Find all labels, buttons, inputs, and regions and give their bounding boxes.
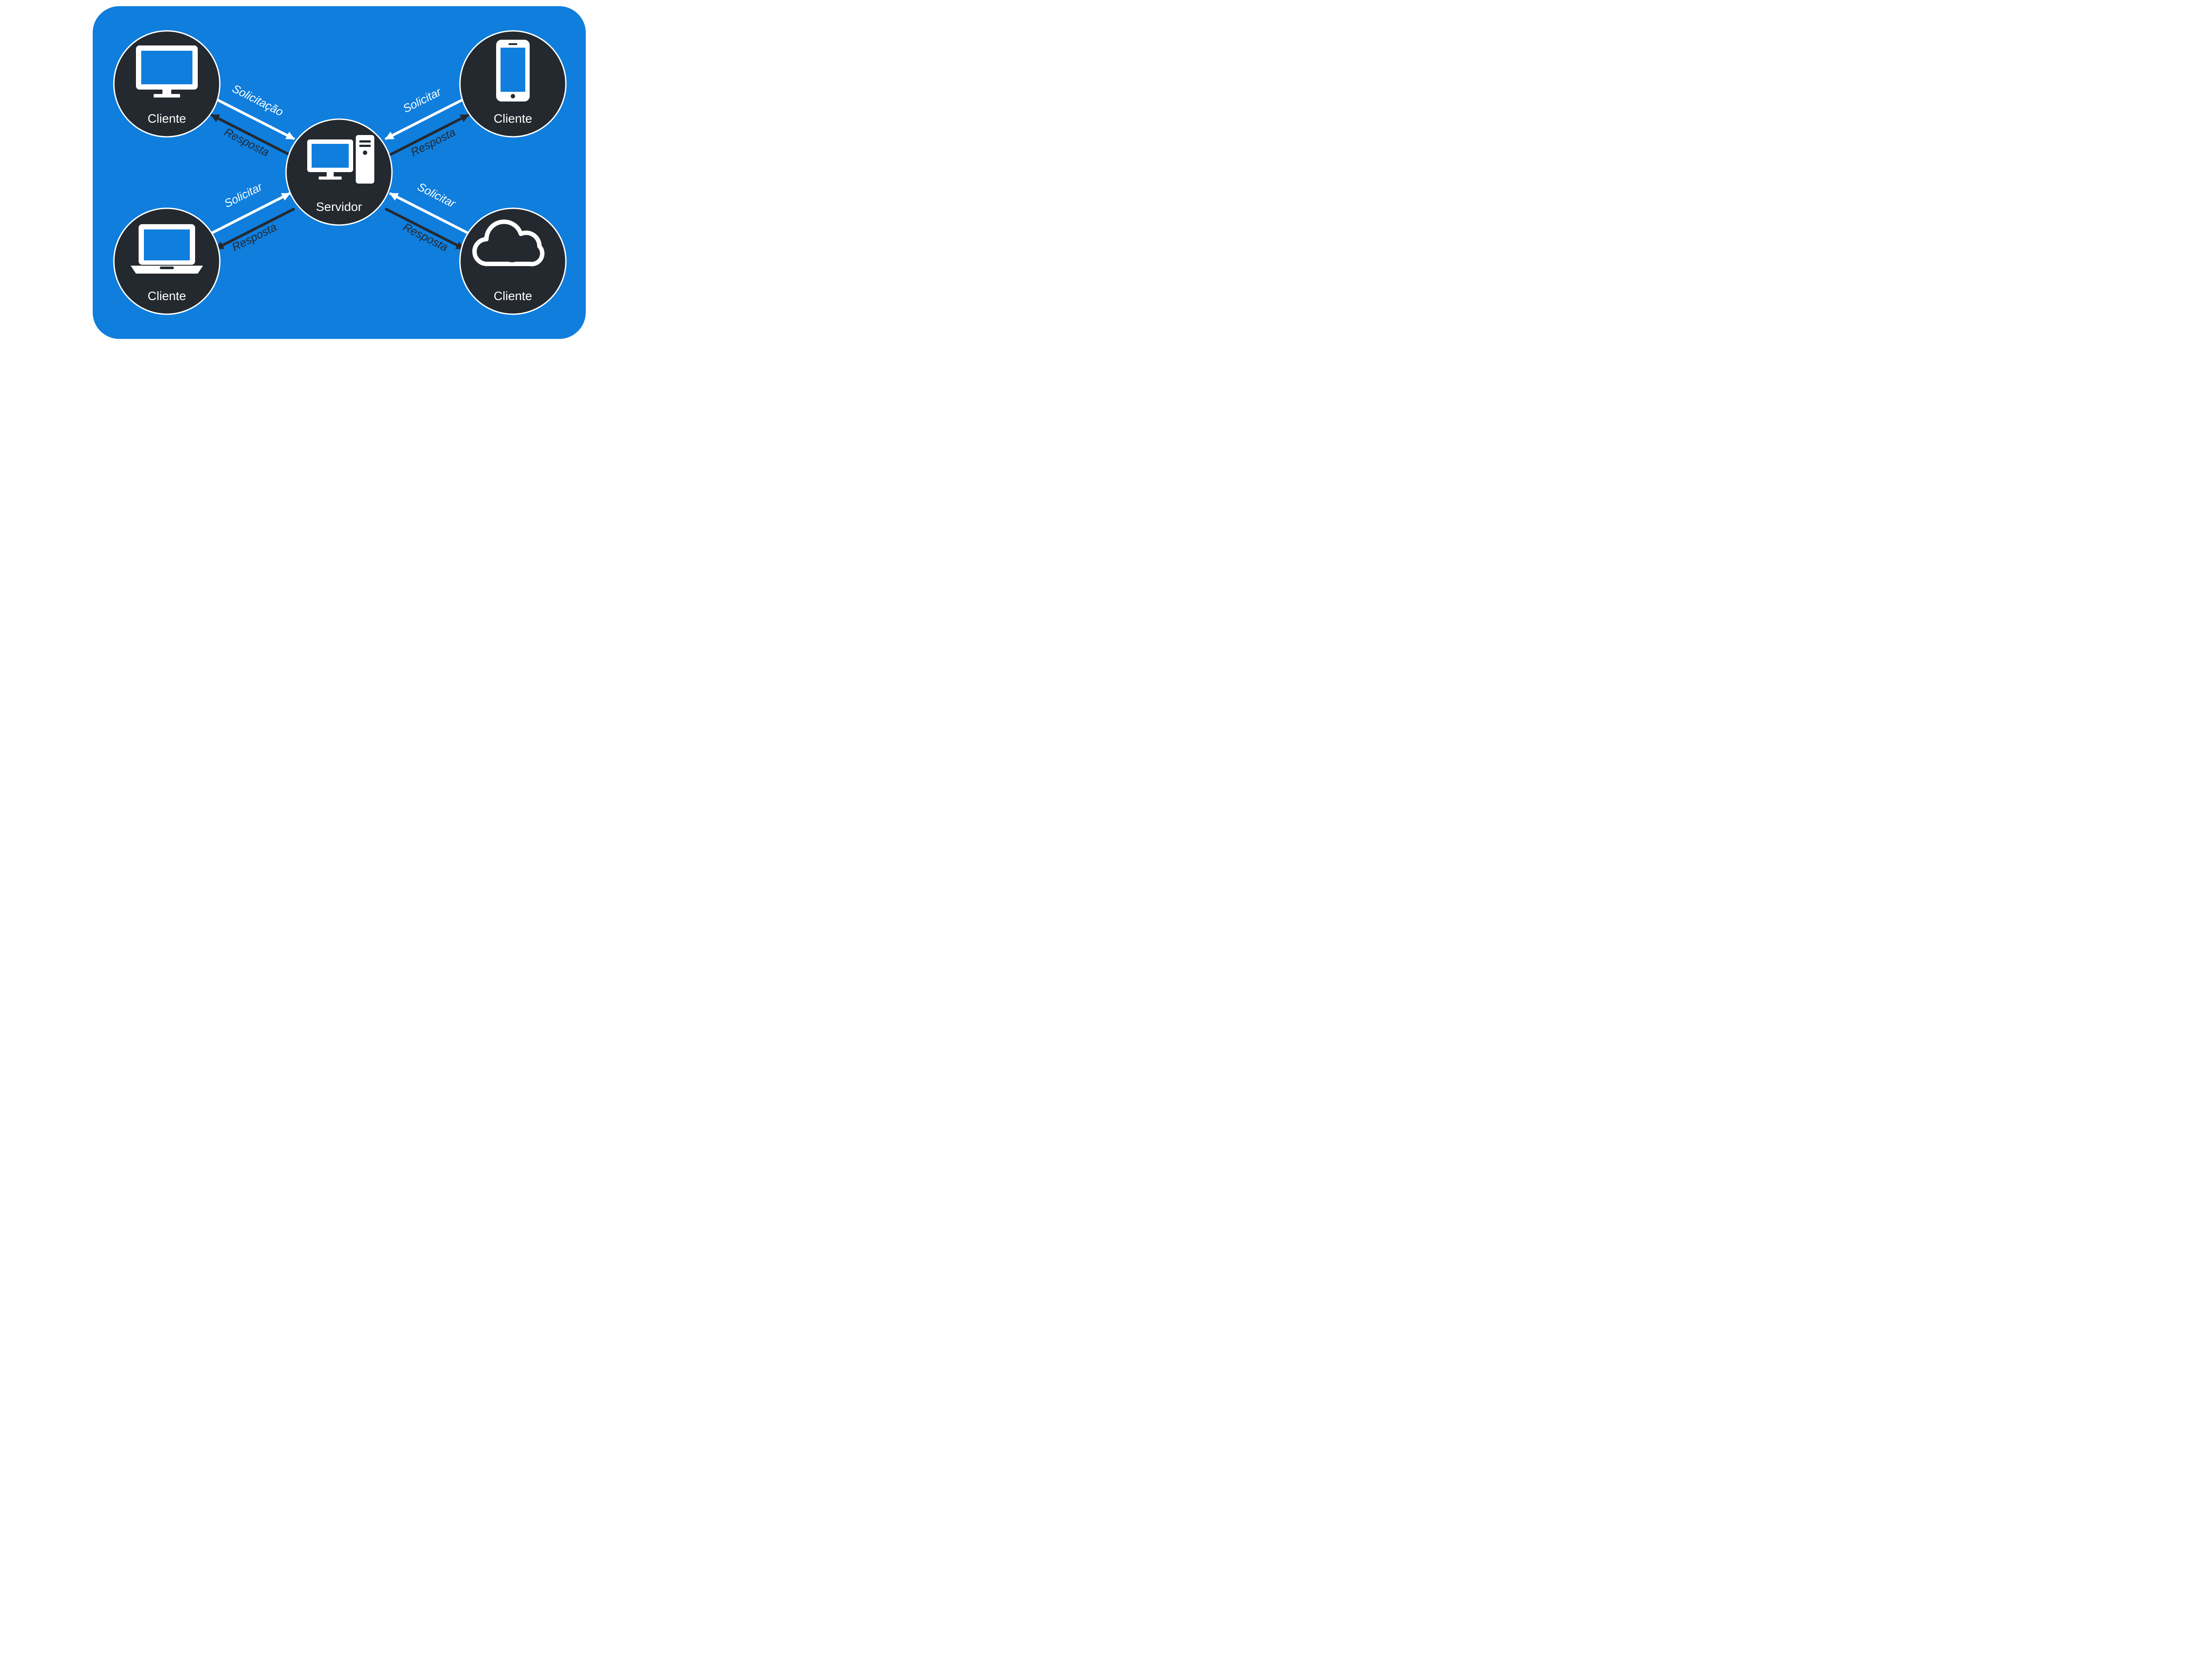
client3-node: Cliente xyxy=(114,208,220,314)
diagram-stage: SolicitaçãoRespostaSolicitarRespostaSoli… xyxy=(0,0,678,350)
client2-node: Cliente xyxy=(460,31,566,137)
client1-node: Cliente xyxy=(114,31,220,137)
client4-node: Cliente xyxy=(460,208,566,314)
server-label: Servidor xyxy=(316,200,362,214)
client1-label: Cliente xyxy=(147,112,186,125)
diagram-svg: SolicitaçãoRespostaSolicitarRespostaSoli… xyxy=(0,0,678,350)
client3-label: Cliente xyxy=(147,289,186,303)
server-node: Servidor xyxy=(286,119,392,225)
client2-label: Cliente xyxy=(493,112,532,125)
client4-label: Cliente xyxy=(493,289,532,303)
